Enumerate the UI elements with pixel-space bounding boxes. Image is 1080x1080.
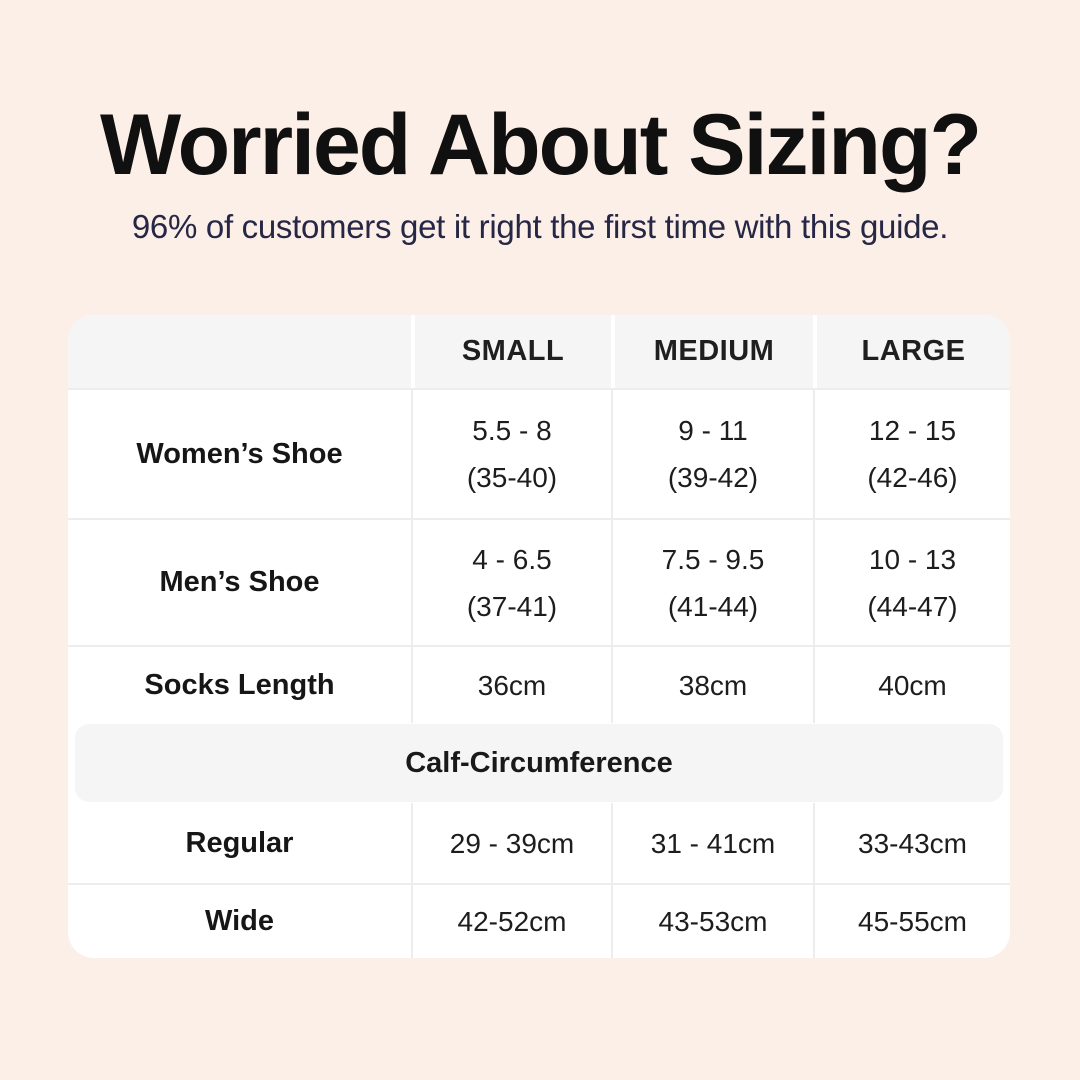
cell-regular-medium: 31 - 41cm	[611, 803, 813, 883]
cell-value: 36cm	[477, 669, 547, 701]
cell-wide-medium: 43-53cm	[611, 883, 813, 958]
cell-value: 4 - 6.5	[472, 543, 552, 575]
cell-value: 33-43cm	[858, 827, 967, 859]
row-label-wide: Wide	[68, 883, 411, 958]
cell-value-eu: (39-42)	[667, 462, 759, 493]
cell-value: 29 - 39cm	[449, 827, 575, 859]
cell-value: 38cm	[678, 669, 748, 701]
cell-value: 45-55cm	[858, 906, 967, 937]
cell-value: 7.5 - 9.5	[661, 543, 765, 575]
cell-womens-medium: 9 - 11 (39-42)	[611, 388, 813, 518]
cell-regular-small: 29 - 39cm	[411, 803, 611, 883]
cell-wide-large: 45-55cm	[813, 883, 1010, 958]
cell-womens-small: 5.5 - 8 (35-40)	[411, 388, 611, 518]
row-label-mens-shoe: Men’s Shoe	[68, 518, 411, 645]
cell-value-eu: (35-40)	[466, 462, 558, 493]
cell-mens-medium: 7.5 - 9.5 (41-44)	[611, 518, 813, 645]
cell-value: 9 - 11	[678, 415, 748, 446]
size-chart-table: SMALL MEDIUM LARGE Women’s Shoe 5.5 - 8 …	[68, 315, 1010, 958]
column-header-blank	[68, 315, 411, 388]
cell-value: 5.5 - 8	[472, 415, 552, 446]
page-title: Worried About Sizing?	[99, 97, 982, 193]
row-label-womens-shoe: Women’s Shoe	[68, 388, 411, 518]
cell-value: 40cm	[878, 669, 947, 701]
cell-value: 12 - 15	[868, 415, 957, 446]
cell-socks-small: 36cm	[411, 645, 611, 723]
column-header-medium: MEDIUM	[611, 315, 813, 388]
section-header-calf-circumference: Calf-Circumference	[75, 724, 1003, 802]
cell-socks-medium: 38cm	[611, 645, 813, 723]
cell-value-eu: (44-47)	[867, 590, 958, 622]
page-subtitle: 96% of customers get it right the first …	[131, 208, 949, 245]
cell-regular-large: 33-43cm	[813, 803, 1010, 883]
column-header-small: SMALL	[411, 315, 611, 388]
cell-mens-large: 10 - 13 (44-47)	[813, 518, 1010, 645]
cell-socks-large: 40cm	[813, 645, 1010, 723]
section-band-row: Calf-Circumference	[68, 723, 1010, 803]
cell-value: 10 - 13	[868, 543, 957, 575]
row-label-regular: Regular	[185, 826, 294, 859]
cell-value-eu: (42-46)	[867, 462, 958, 493]
cell-mens-small: 4 - 6.5 (37-41)	[411, 518, 611, 645]
column-header-large: LARGE	[813, 315, 1010, 388]
cell-value: 43-53cm	[658, 906, 768, 937]
cell-womens-large: 12 - 15 (42-46)	[813, 388, 1010, 518]
cell-value: 31 - 41cm	[650, 827, 776, 859]
cell-wide-small: 42-52cm	[411, 883, 611, 958]
size-chart-card: SMALL MEDIUM LARGE Women’s Shoe 5.5 - 8 …	[68, 315, 1010, 958]
row-label-socks-length: Socks Length	[68, 645, 411, 723]
cell-value: 42-52cm	[457, 906, 567, 937]
cell-value-eu: (41-44)	[667, 590, 759, 622]
cell-value-eu: (37-41)	[466, 590, 558, 622]
